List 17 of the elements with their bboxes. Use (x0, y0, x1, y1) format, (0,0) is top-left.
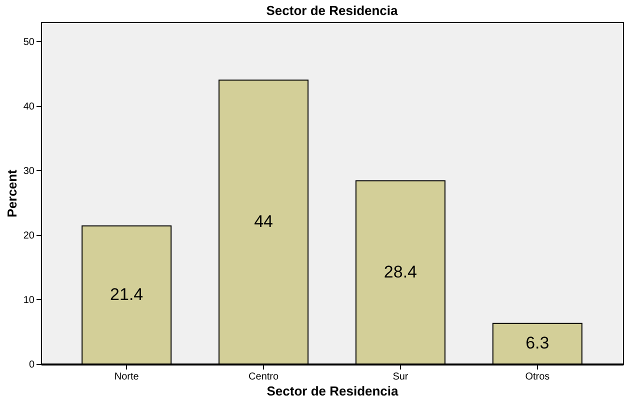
y-tick-label: 0 (28, 360, 35, 370)
data-label: 28.4 (384, 262, 418, 282)
y-axis-title: Percent (4, 168, 20, 218)
y-tick-label: 50 (23, 36, 35, 48)
y-tick-label: 30 (23, 166, 35, 177)
chart-title: Sector de Residencia (266, 3, 399, 18)
x-tick-label: Sur (392, 372, 409, 382)
x-tick-label: Centro (248, 372, 279, 382)
y-tick-label: 10 (23, 294, 35, 306)
data-label: 6.3 (526, 334, 550, 353)
x-axis-title: Sector de Residencia (266, 384, 400, 398)
x-tick-label: Norte (114, 372, 140, 382)
data-label: 44 (254, 212, 273, 232)
y-tick-label: 40 (23, 101, 35, 112)
x-tick-label: Otros (525, 372, 550, 382)
data-label: 21.4 (110, 284, 144, 304)
y-tick-label: 20 (23, 230, 35, 242)
